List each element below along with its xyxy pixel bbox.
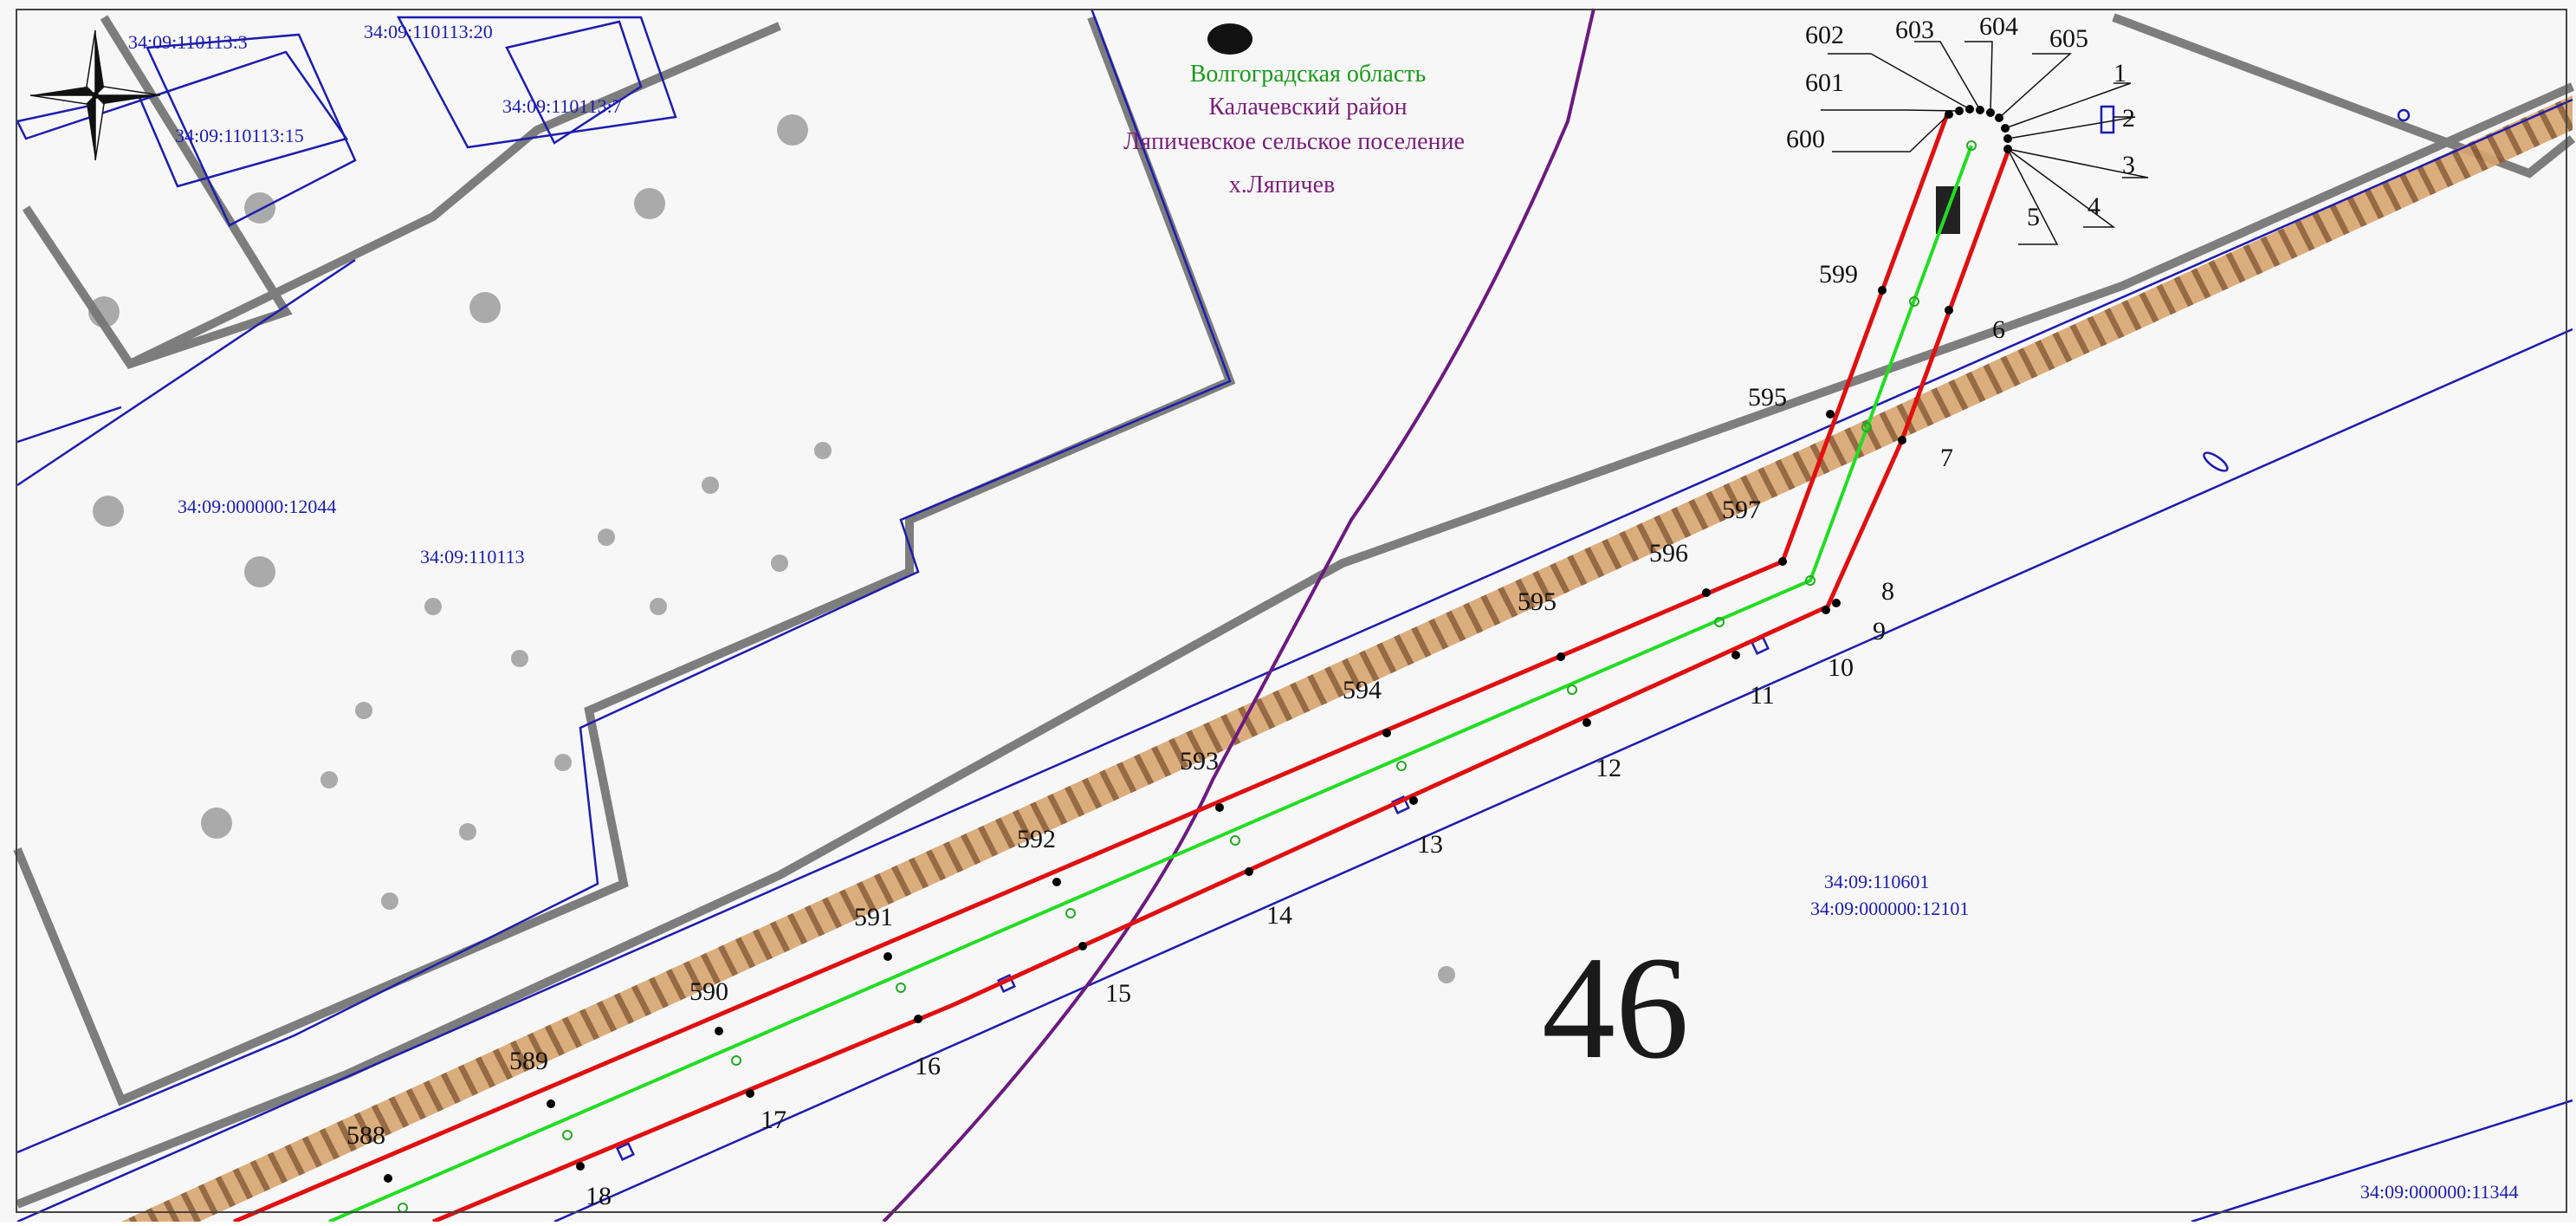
cadastral-labels: 34:09:110113:3 34:09:110113:20 34:09:110…: [128, 21, 2519, 1203]
point-label-590: 590: [689, 977, 728, 1006]
point-label-599: 599: [1819, 260, 1858, 289]
cadastral-label: 34:09:110113:20: [364, 21, 493, 42]
point-label-604: 604: [1979, 12, 2018, 41]
point-label-600: 600: [1786, 125, 1825, 153]
black-blob: [1207, 23, 1252, 55]
point-label-3: 3: [2122, 151, 2135, 179]
label-leaders: [1821, 41, 2149, 245]
point-label-589: 589: [509, 1047, 548, 1075]
cadastral-label: 34:09:110113:15: [175, 125, 304, 146]
axis-line: [328, 145, 1973, 1223]
point-label-7: 7: [1940, 444, 1953, 472]
cadastral-label: 34:09:110113:7: [502, 95, 622, 117]
region-label-settlement: Ляпичевское сельское поселение: [1123, 128, 1465, 155]
point-label-595a: 595: [1748, 383, 1787, 412]
point-label-595b: 595: [1518, 587, 1557, 616]
cadastral-label: 34:09:000000:11344: [2360, 1181, 2519, 1203]
point-label-602: 602: [1805, 21, 1844, 49]
point-label-16: 16: [915, 1052, 941, 1080]
base-map-dots: [88, 114, 1455, 983]
point-label-593: 593: [1180, 747, 1219, 775]
point-label-12: 12: [1595, 754, 1621, 782]
region-label-district: Калачевский район: [1208, 94, 1407, 120]
point-label-10: 10: [1828, 653, 1854, 682]
point-label-15: 15: [1105, 979, 1131, 1008]
compass-rose-icon: [29, 29, 161, 161]
point-label-601: 601: [1805, 68, 1844, 97]
block-number: 46: [1542, 926, 1689, 1089]
cadastral-label: 34:09:000000:12044: [178, 496, 336, 517]
point-label-588: 588: [346, 1121, 385, 1150]
point-label-17: 17: [761, 1106, 786, 1134]
point-label-18: 18: [586, 1182, 612, 1210]
cadastral-label: 34:09:110113: [420, 546, 525, 568]
point-label-6: 6: [1992, 315, 2005, 344]
point-label-8: 8: [1881, 577, 1894, 606]
point-label-13: 13: [1417, 830, 1443, 859]
cadastral-label: 34:09:110601: [1824, 871, 1929, 892]
region-labels: Волгоградская область Калачевский район …: [1123, 61, 1465, 198]
point-label-596: 596: [1649, 539, 1688, 568]
railway: [121, 95, 2573, 1222]
point-label-4: 4: [2087, 192, 2100, 221]
region-label-oblast: Волгоградская область: [1190, 61, 1427, 88]
point-label-603: 603: [1895, 16, 1934, 44]
point-label-1: 1: [2113, 59, 2126, 88]
vertex-markers: [384, 105, 2012, 1183]
point-label-11: 11: [1750, 681, 1775, 710]
point-label-605: 605: [2049, 24, 2088, 53]
point-labels: 600 601 602 603 604 605 1 2 3 4 5 599 59…: [346, 12, 2135, 1210]
point-label-594: 594: [1343, 676, 1382, 704]
point-label-592: 592: [1017, 825, 1056, 853]
point-label-14: 14: [1266, 901, 1292, 930]
cadastral-label: 34:09:110113:3: [128, 31, 248, 53]
region-label-village: х.Ляпичев: [1229, 172, 1336, 198]
point-label-591: 591: [854, 903, 893, 931]
point-label-597: 597: [1722, 496, 1761, 524]
cadastral-label: 34:09:000000:12101: [1810, 898, 1969, 919]
point-label-2: 2: [2122, 104, 2135, 133]
admin-border-line: [882, 8, 1595, 1223]
point-label-9: 9: [1873, 617, 1886, 645]
cadastre-lines: [16, 8, 2573, 1223]
point-label-5: 5: [2027, 203, 2040, 231]
